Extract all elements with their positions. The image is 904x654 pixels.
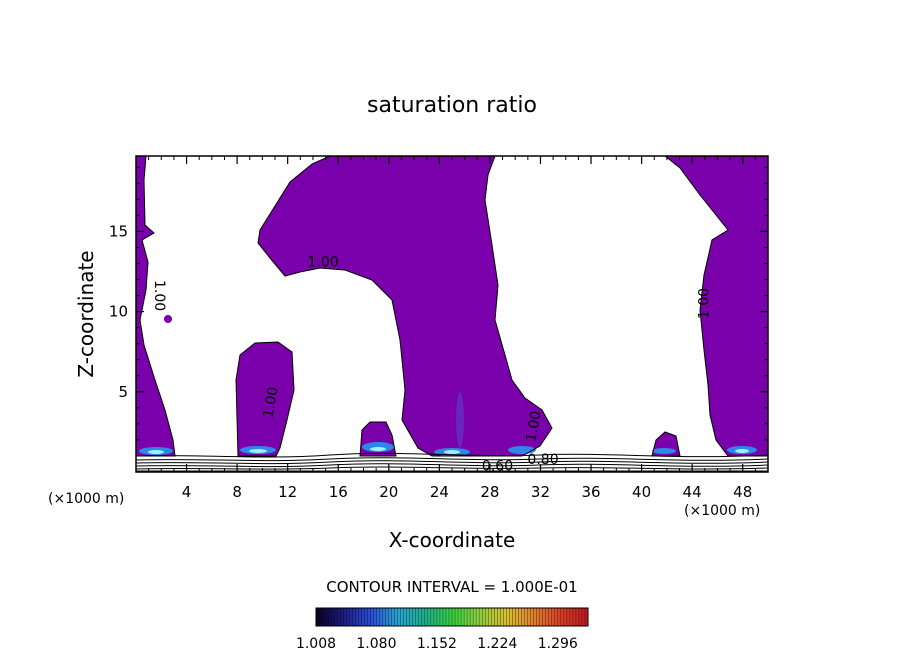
x-tick-label: 32 (531, 483, 550, 501)
x-tick-label: 20 (379, 483, 398, 501)
x-tick-label: 4 (182, 483, 192, 501)
y-tick-label: 10 (109, 303, 128, 321)
contour-label: 0.80 (527, 452, 558, 468)
colorbar-tick-label: 1.224 (477, 636, 517, 652)
x-tick-label: 16 (329, 483, 348, 501)
cloud-region-left (136, 156, 175, 456)
chart-title: saturation ratio (367, 93, 537, 118)
contour-label: 1.00 (307, 255, 338, 271)
cloud-outline (257, 156, 553, 457)
colorbar-tick-label: 1.296 (538, 636, 578, 652)
y-tick-label: 15 (109, 222, 128, 240)
x-unit-right: (×1000 m) (684, 503, 760, 519)
x-unit-left: (×1000 m) (48, 491, 124, 507)
x-tick-label: 36 (581, 483, 600, 501)
colorbar (315, 607, 589, 627)
supersaturation-spots (139, 392, 757, 456)
y-tick-label: 5 (118, 383, 128, 401)
x-tick-label: 40 (632, 483, 651, 501)
x-tick-label: 44 (683, 483, 702, 501)
cloud-outlines (136, 156, 768, 457)
contour-interval-text: CONTOUR INTERVAL = 1.000E-01 (326, 578, 577, 596)
colorbar-frame (315, 607, 589, 627)
x-tick-label: 8 (232, 483, 242, 501)
cloud-region-right (665, 156, 768, 456)
x-tick-label: 28 (480, 483, 499, 501)
colorbar-tick-label: 1.152 (417, 636, 457, 652)
x-axis-label: X-coordinate (389, 528, 516, 552)
small-cloud-blob (164, 315, 172, 323)
colorbar-tick-label: 1.008 (296, 636, 336, 652)
cloud-outline (359, 421, 397, 457)
x-tick-label: 48 (733, 483, 752, 501)
cloud-region-tower-8km (236, 342, 294, 456)
cloud-outline (136, 156, 176, 457)
cloud-outline (664, 156, 768, 457)
y-axis-ticks: 5 10 15 (109, 166, 768, 457)
contour-label: 1.00 (523, 410, 544, 443)
x-tick-label: 12 (278, 483, 297, 501)
cloud-outline (235, 341, 295, 457)
contour-label: 1.00 (697, 288, 713, 319)
colorbar-tick-labels: 1.008 1.080 1.152 1.224 1.296 (296, 636, 578, 652)
contour-label: 1.00 (261, 386, 282, 419)
colorbar-tick-label: 1.080 (356, 636, 396, 652)
contour-label: 1.00 (151, 280, 167, 311)
y-axis-label: Z-coordinate (74, 250, 98, 377)
cloud-region-main (258, 156, 552, 456)
x-axis-ticks: 4 8 12 16 20 24 28 32 36 40 44 48 (148, 156, 756, 501)
plot-area (136, 156, 768, 472)
x-tick-label: 24 (430, 483, 449, 501)
cloud-outline (651, 431, 681, 457)
